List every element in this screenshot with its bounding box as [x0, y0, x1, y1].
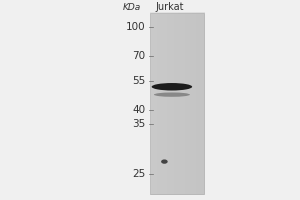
Ellipse shape [154, 92, 190, 97]
Text: 55: 55 [132, 76, 146, 86]
Text: 35: 35 [132, 119, 146, 129]
Text: 25: 25 [132, 169, 146, 179]
FancyBboxPatch shape [150, 13, 204, 194]
Ellipse shape [152, 83, 192, 91]
Text: KDa: KDa [123, 3, 141, 12]
Text: 70: 70 [132, 51, 146, 61]
Text: 100: 100 [126, 22, 146, 32]
Ellipse shape [161, 159, 168, 164]
Text: 40: 40 [132, 105, 146, 115]
Text: Jurkat: Jurkat [155, 2, 184, 12]
